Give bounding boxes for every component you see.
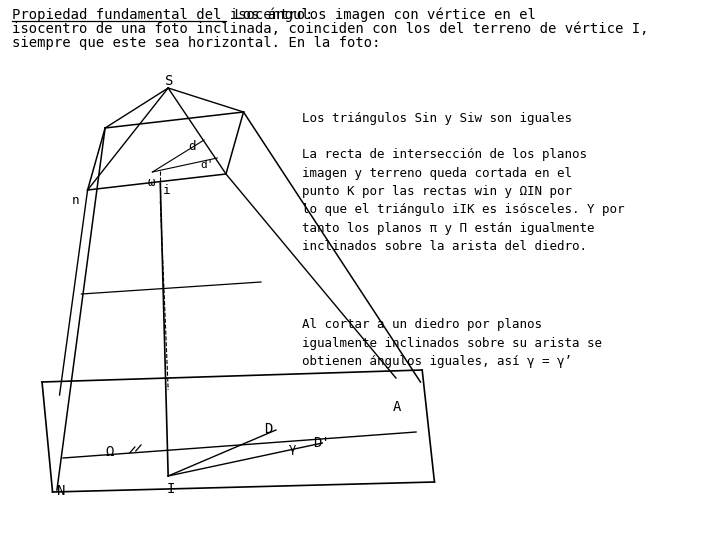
Text: A: A [392, 400, 401, 414]
Text: Propiedad fundamental del isocentro:: Propiedad fundamental del isocentro: [12, 8, 314, 22]
Text: ω: ω [147, 176, 155, 189]
Text: Al cortar a un diedro por planos
igualmente inclinados sobre su arista se
obtien: Al cortar a un diedro por planos igualme… [302, 318, 602, 368]
Text: N: N [57, 484, 66, 498]
Text: La recta de intersección de los planos
imagen y terreno queda cortada en el
punt: La recta de intersección de los planos i… [302, 148, 625, 253]
Text: Los ángulos imagen con vértice en el: Los ángulos imagen con vértice en el [226, 8, 536, 23]
Text: γ: γ [289, 442, 297, 455]
Text: i: i [163, 184, 171, 197]
Text: d: d [189, 140, 196, 153]
Text: I: I [166, 482, 175, 496]
Text: siempre que este sea horizontal. En la foto:: siempre que este sea horizontal. En la f… [12, 36, 381, 50]
Text: Los triángulos Sin y Siw son iguales: Los triángulos Sin y Siw son iguales [302, 112, 572, 125]
Text: S: S [165, 74, 173, 88]
Text: Ω: Ω [105, 445, 114, 459]
Text: D: D [264, 422, 273, 436]
Text: D': D' [314, 436, 330, 450]
Text: isocentro de una foto inclinada, coinciden con los del terreno de vértice I,: isocentro de una foto inclinada, coincid… [12, 22, 649, 36]
Text: n: n [72, 194, 79, 207]
Text: d': d' [201, 160, 214, 170]
